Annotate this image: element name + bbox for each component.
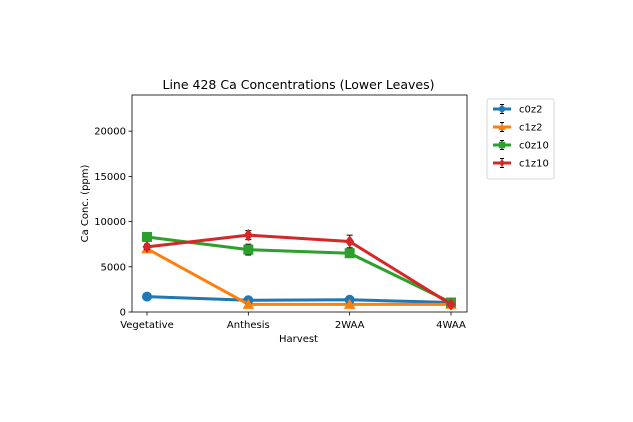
legend-label: c0z10 — [519, 141, 549, 152]
chart-title: Line 428 Ca Concentrations (Lower Leaves… — [163, 77, 435, 92]
x-tick-label: Vegetative — [120, 320, 174, 331]
series-line — [146, 247, 451, 306]
data-point — [243, 244, 254, 255]
data-point — [242, 298, 255, 309]
series-line — [146, 233, 452, 306]
legend-label: c1z2 — [519, 123, 542, 134]
legend-marker — [498, 141, 506, 149]
x-axis-label: Harvest — [279, 334, 318, 345]
plot-area: 0 5000 10000 15000 20000 Vegetative Anthesis 2W… — [94, 94, 468, 331]
legend: c0z2 c1z2 c0z10 c1z10 — [486, 98, 555, 180]
y-axis-label: Ca Conc. (ppm) — [80, 164, 91, 242]
data-point — [142, 291, 152, 302]
data-point — [446, 298, 456, 311]
x-tick-label: 2WAA — [335, 320, 365, 331]
legend-marker — [498, 105, 506, 113]
y-tick-label: 20000 — [94, 127, 126, 138]
x-tick-label: Anthesis — [227, 320, 270, 331]
legend-label: c1z10 — [519, 159, 549, 170]
data-point — [343, 298, 356, 309]
y-tick-label: 10000 — [94, 217, 126, 228]
legend-marker — [498, 123, 506, 130]
series-c1z10 — [142, 228, 456, 311]
data-point — [345, 235, 355, 248]
y-tick-label: 0 — [120, 308, 126, 319]
legend-marker — [499, 159, 505, 167]
series-line — [146, 235, 452, 304]
y-tick-label: 15000 — [94, 172, 126, 183]
legend-label: c0z2 — [519, 105, 542, 116]
series-line — [146, 295, 452, 305]
data-point — [243, 228, 253, 242]
x-tick-label: 4WAA — [436, 320, 466, 331]
data-point — [344, 248, 355, 259]
y-tick-label: 5000 — [101, 262, 126, 273]
data-point — [142, 240, 152, 254]
data-point — [142, 231, 152, 242]
plot-frame — [131, 94, 468, 313]
